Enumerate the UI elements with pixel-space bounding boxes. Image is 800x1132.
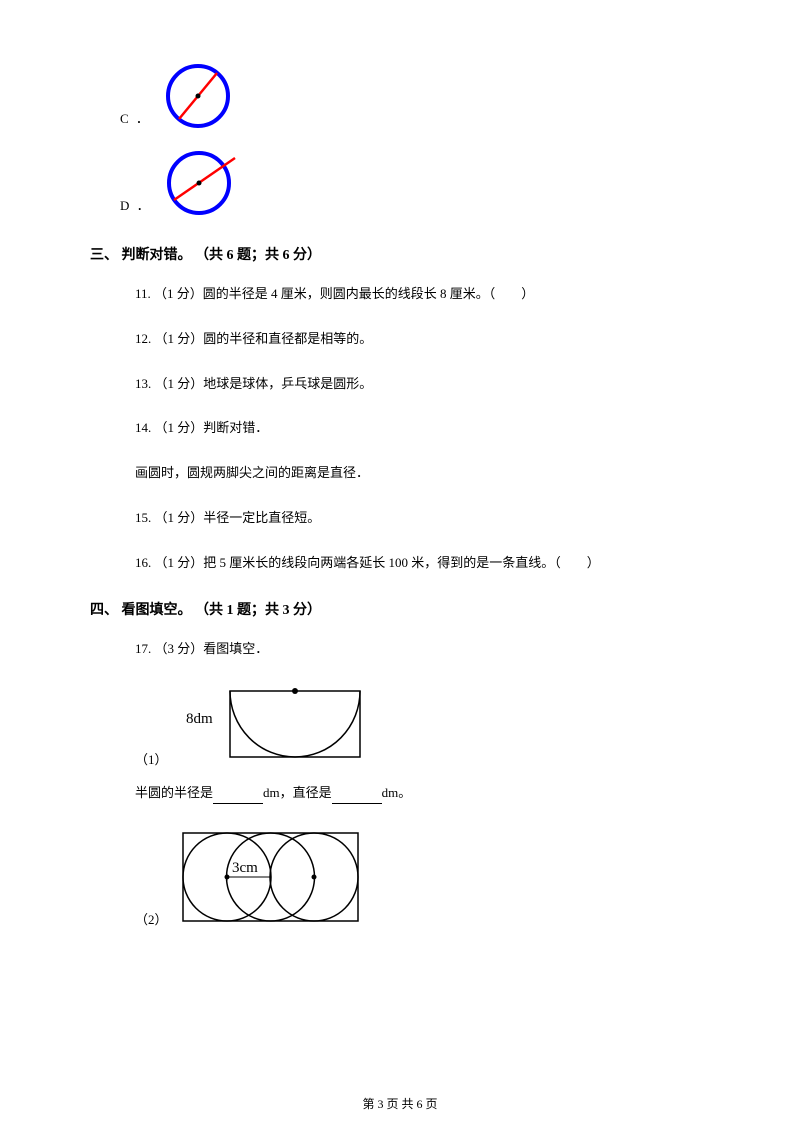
option-c-label: C ． <box>120 108 151 132</box>
figure-1-dim-text: 8dm <box>186 711 213 727</box>
question-13: 13. （1 分）地球是球体，乒乓球是圆形。 <box>135 374 720 395</box>
question-16: 16. （1 分）把 5 厘米长的线段向两端各延长 100 米，得到的是一条直线… <box>135 553 720 574</box>
question-12: 12. （1 分）圆的半径和直径都是相等的。 <box>135 329 720 350</box>
option-c-figure <box>161 60 236 132</box>
figure-2-svg: 3cm <box>178 828 363 928</box>
option-d-label: D ． <box>120 195 152 219</box>
blank-diameter[interactable] <box>332 790 382 804</box>
figure-1-label: （1） <box>135 749 168 768</box>
question-14b: 画圆时，圆规两脚尖之间的距离是直径． <box>135 463 720 484</box>
question-17: 17. （3 分）看图填空． <box>135 639 720 660</box>
question-14a: 14. （1 分）判断对错． <box>135 418 720 439</box>
answer-1-pre: 半圆的半径是 <box>135 785 213 800</box>
figure-2-row: （2） 3cm <box>135 828 720 928</box>
page-footer: 第 3 页 共 6 页 <box>0 1095 800 1112</box>
figure-1-row: （1） 8dm <box>135 683 720 768</box>
figure-2-label: （2） <box>135 909 168 928</box>
option-d-row: D ． <box>120 147 720 219</box>
figure-2-dim-text: 3cm <box>232 860 258 876</box>
figure-1-svg: 8dm <box>178 683 368 768</box>
answer-1: 半圆的半径是 dm，直径是 dm。 <box>135 783 720 804</box>
section-4-header: 四、 看图填空。 （共 1 题；共 3 分） <box>90 599 720 619</box>
question-15: 15. （1 分）半径一定比直径短。 <box>135 508 720 529</box>
option-d-figure <box>162 147 242 219</box>
answer-1-end: dm。 <box>382 785 412 800</box>
blank-radius[interactable] <box>213 790 263 804</box>
question-11: 11. （1 分）圆的半径是 4 厘米，则圆内最长的线段长 8 厘米。（ ） <box>135 284 720 305</box>
section-3-header: 三、 判断对错。 （共 6 题；共 6 分） <box>90 244 720 264</box>
answer-1-mid: dm，直径是 <box>263 785 332 800</box>
option-c-row: C ． <box>120 60 720 132</box>
